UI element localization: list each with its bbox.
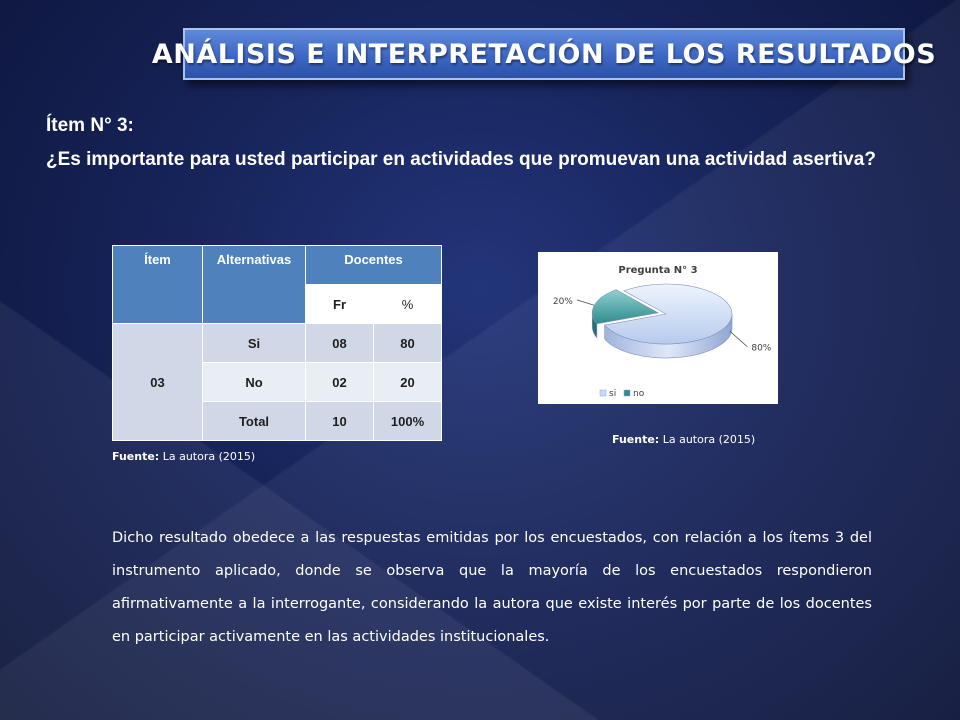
pie-chart-svg: Pregunta N° 3 80% 20% si no xyxy=(553,265,772,399)
item-heading: Ítem N° 3: xyxy=(46,115,134,136)
cell-fr: 02 xyxy=(305,362,374,402)
cell-alternative: Si xyxy=(202,323,306,363)
title-banner: ANÁLISIS E INTERPRETACIÓN DE LOS RESULTA… xyxy=(152,28,936,80)
table-row: 03 Si 08 80 xyxy=(112,323,442,441)
legend-label: no xyxy=(633,389,645,399)
chart-legend: si no xyxy=(599,389,645,399)
legend-swatch xyxy=(623,389,631,397)
cell-alternative: Total xyxy=(202,401,306,441)
slide-title: ANÁLISIS E INTERPRETACIÓN DE LOS RESULTA… xyxy=(151,38,937,70)
data-label-leader xyxy=(576,299,595,306)
table-row: Total 10 100% xyxy=(113,401,442,441)
pie-slice-si xyxy=(604,283,733,345)
header-alternatives: Alternativas xyxy=(202,245,306,324)
header-item: Ítem xyxy=(112,245,203,324)
cell-item-number: 03 xyxy=(112,323,203,441)
cell-pct: 20 xyxy=(373,362,442,402)
cell-pct: 80 xyxy=(373,323,442,363)
chart-source: Fuente: La autora (2015) xyxy=(612,433,755,446)
cell-fr: 08 xyxy=(305,323,374,363)
source-text: La autora (2015) xyxy=(662,433,756,446)
results-table: Ítem Alternativas Docentes Fr % 03 Si 08… xyxy=(112,245,442,441)
data-label-leader xyxy=(729,330,748,347)
chart-title: Pregunta N° 3 xyxy=(618,265,697,276)
data-label: 20% xyxy=(553,297,573,307)
cell-alternative: No xyxy=(202,362,306,402)
legend-swatch xyxy=(599,389,607,397)
legend-label: si xyxy=(609,389,616,399)
source-label: Fuente: xyxy=(112,450,160,463)
source-text: La autora (2015) xyxy=(162,450,256,463)
pie-slice-no xyxy=(591,289,660,325)
cell-fr: 10 xyxy=(305,401,374,441)
table-source: Fuente: La autora (2015) xyxy=(112,450,255,463)
header-pct: % xyxy=(373,284,442,324)
header-teachers: Docentes xyxy=(305,245,442,285)
header-fr: Fr xyxy=(305,284,374,324)
source-label: Fuente: xyxy=(612,433,660,446)
data-label: 80% xyxy=(751,344,771,354)
cell-pct: 100% xyxy=(373,401,442,441)
pie-chart: Pregunta N° 3 80% 20% si no xyxy=(538,252,778,404)
analysis-paragraph: Dicho resultado obedece a las respuestas… xyxy=(112,530,872,645)
table-row: No 02 20 xyxy=(113,362,442,402)
item-question: ¿Es importante para usted participar en … xyxy=(46,149,876,170)
